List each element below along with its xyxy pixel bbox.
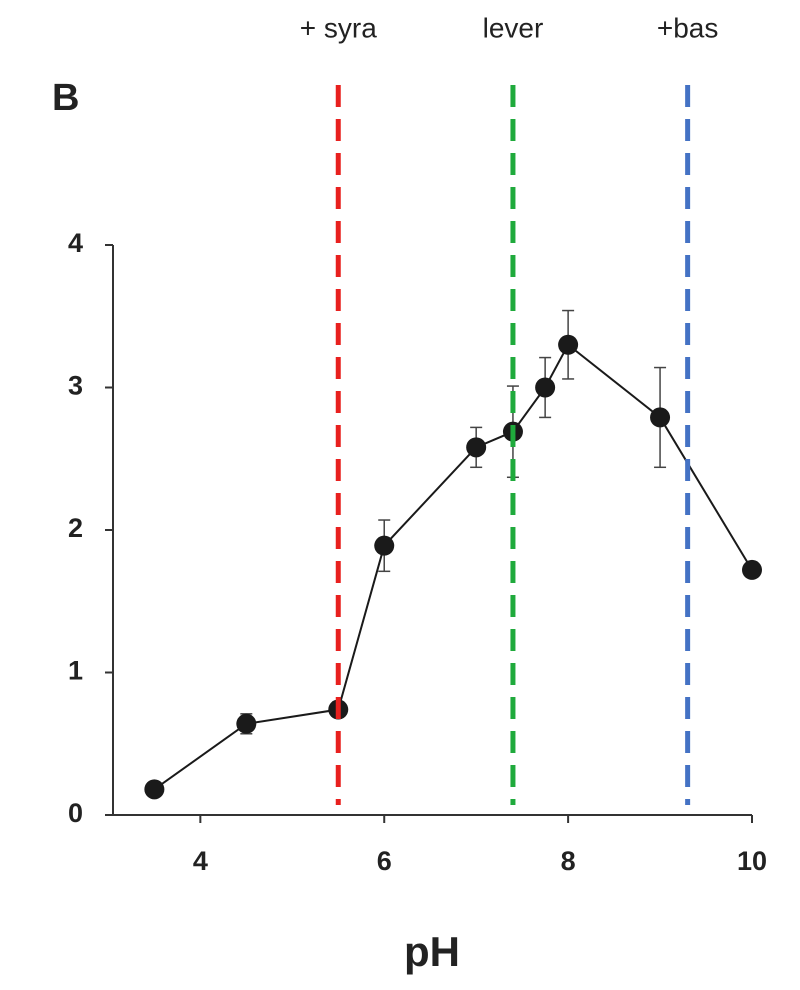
data-line (153, 343, 753, 791)
data-point (558, 334, 579, 355)
x-tick-label: 10 (737, 846, 767, 876)
y-tick-label: 2 (68, 513, 83, 543)
y-tick-label: 3 (68, 371, 83, 401)
x-tick-label: 6 (377, 846, 392, 876)
data-point (742, 559, 762, 580)
x-tick-label: 8 (561, 846, 576, 876)
y-tick-label: 1 (68, 656, 83, 686)
x-tick-label: 4 (193, 846, 208, 876)
panel-label: B (52, 77, 79, 119)
reference-label: +bas (657, 12, 719, 43)
y-tick-label: 0 (68, 798, 83, 828)
y-tick-label: 4 (68, 228, 83, 258)
data-point (144, 779, 165, 800)
reference-label: + syra (300, 12, 377, 43)
data-point (650, 407, 671, 428)
reference-label: lever (483, 12, 544, 43)
data-point (466, 437, 487, 458)
data-point (236, 713, 257, 734)
data-point (535, 377, 556, 398)
x-axis-label: pH (404, 928, 460, 975)
data-point (374, 535, 395, 556)
